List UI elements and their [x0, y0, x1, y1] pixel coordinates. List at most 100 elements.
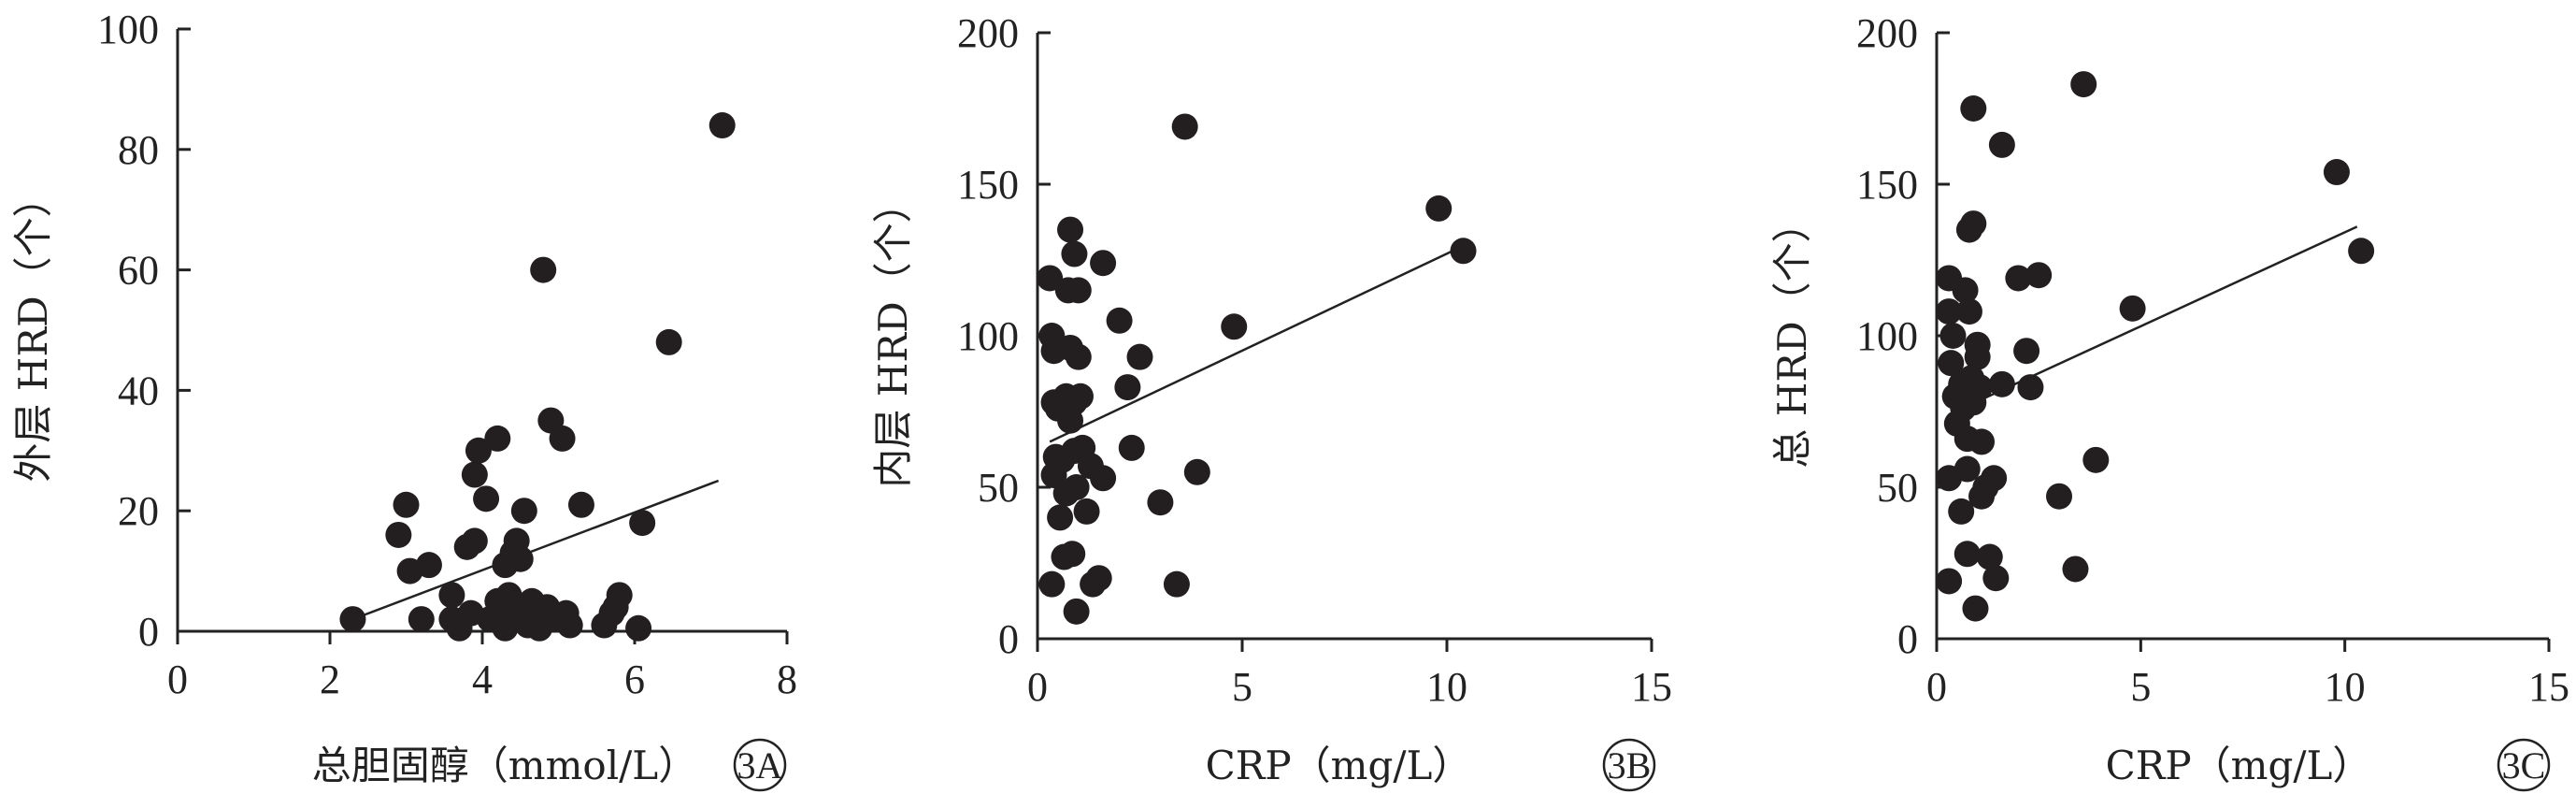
data-point	[567, 491, 594, 518]
x-tick-label: 5	[2130, 664, 2151, 710]
y-tick-label: 40	[118, 368, 159, 413]
data-point	[1450, 238, 1477, 265]
data-point	[1982, 565, 2010, 592]
data-point	[1114, 374, 1141, 401]
data-point	[1221, 313, 1248, 340]
data-point	[1147, 489, 1174, 516]
chart-panel-3C: 0 50 100 150 200 0 5 10 15 CRP（mg/L） 总 HRD（个） 3C	[1769, 10, 2569, 792]
data-point	[484, 425, 511, 452]
data-point	[1960, 210, 1987, 238]
panel-tag-circle	[733, 738, 787, 792]
data-point	[625, 614, 652, 642]
data-point	[1936, 298, 1963, 325]
data-point	[2046, 483, 2072, 510]
x-tick-label: 8	[777, 657, 797, 702]
data-point	[1960, 95, 1987, 122]
data-point	[1037, 265, 1064, 292]
data-point	[393, 491, 420, 518]
data-point	[1183, 458, 1210, 485]
y-tick-label: 150	[957, 162, 1019, 208]
data-point	[1065, 277, 1092, 304]
x-tick-label: 4	[472, 657, 493, 702]
data-point	[1952, 277, 1979, 304]
data-point	[1948, 498, 1975, 525]
y-tick-label: 0	[998, 616, 1019, 662]
data-point	[1047, 504, 1074, 531]
y-tick-label: 20	[118, 488, 159, 534]
y-tick-label: 80	[118, 127, 159, 173]
x-tick-label: 2	[320, 657, 340, 702]
panel-label: 3B	[1608, 744, 1652, 787]
data-point	[1964, 343, 1991, 370]
data-point	[473, 485, 500, 512]
data-point	[1962, 595, 1989, 622]
x-tick-label: 0	[1926, 664, 1947, 710]
data-point	[1968, 428, 1996, 455]
data-point	[1938, 350, 1965, 377]
data-point	[2082, 446, 2110, 473]
data-point	[629, 510, 656, 537]
y-tick-label: 100	[1856, 313, 1918, 359]
data-point	[1063, 598, 1090, 625]
x-tick-label: 10	[2325, 664, 2366, 710]
data-point	[339, 606, 366, 633]
data-point	[1090, 250, 1117, 277]
y-tick-label: 100	[97, 7, 159, 52]
data-point	[602, 594, 629, 621]
data-point	[2025, 262, 2053, 289]
data-point	[1066, 383, 1094, 410]
data-point	[1106, 307, 1133, 334]
data-point	[2070, 71, 2097, 98]
chart-panel-3A: 0 20 40 60 80 100 0 2 4 6 8 总胆固醇（mmol/L） 外层 HRD（个） 3A	[10, 7, 797, 792]
data-point	[1966, 374, 1993, 401]
x-tick-label: 0	[167, 657, 188, 702]
y-tick-label: 150	[1856, 162, 1918, 208]
data-point	[1065, 343, 1092, 370]
data-point	[1073, 498, 1100, 525]
data-point	[1988, 370, 2015, 397]
data-point	[438, 582, 465, 609]
data-point	[2119, 295, 2146, 322]
data-point	[461, 461, 488, 488]
y-tick-label: 0	[1897, 616, 1918, 662]
data-point	[708, 112, 736, 139]
x-tick-label: 10	[1426, 664, 1467, 710]
data-point	[655, 328, 682, 355]
data-point	[1955, 298, 1982, 325]
data-point	[1976, 543, 2003, 570]
data-point	[1425, 195, 1453, 222]
x-tick-label: 6	[624, 657, 645, 702]
data-point	[1953, 541, 1981, 568]
x-tick-label: 15	[1631, 664, 1672, 710]
data-point	[2348, 238, 2375, 265]
data-point	[2013, 338, 2040, 365]
y-tick-label: 50	[978, 465, 1019, 511]
y-tick-label: 200	[957, 10, 1019, 56]
y-tick-label: 200	[1856, 10, 1918, 56]
data-point	[1057, 216, 1084, 243]
data-point	[465, 437, 492, 464]
data-point	[1090, 465, 1117, 492]
x-tick-label: 0	[1027, 664, 1048, 710]
y-tick-label: 0	[138, 609, 159, 655]
data-point	[2323, 159, 2350, 186]
trend-line	[352, 479, 720, 621]
data-point	[1981, 465, 2008, 492]
x-tick-label: 15	[2528, 664, 2569, 710]
data-point	[1171, 113, 1198, 140]
data-point	[1126, 343, 1153, 370]
data-point	[1063, 474, 1090, 500]
data-point	[1038, 570, 1066, 598]
panel-tag-circle	[1602, 738, 1656, 792]
data-point	[2062, 556, 2089, 583]
data-point	[1939, 323, 1967, 349]
chart-panel-3B: 0 50 100 150 200 0 5 10 15 CRP（mg/L） 内层 HRD（个） 3B	[870, 10, 1672, 792]
data-point	[385, 521, 412, 548]
data-point	[408, 606, 435, 633]
y-tick-label: 60	[118, 248, 159, 294]
data-point	[530, 256, 557, 283]
data-point	[1118, 434, 1145, 461]
data-point	[549, 425, 576, 452]
trend-line	[1049, 246, 1460, 443]
